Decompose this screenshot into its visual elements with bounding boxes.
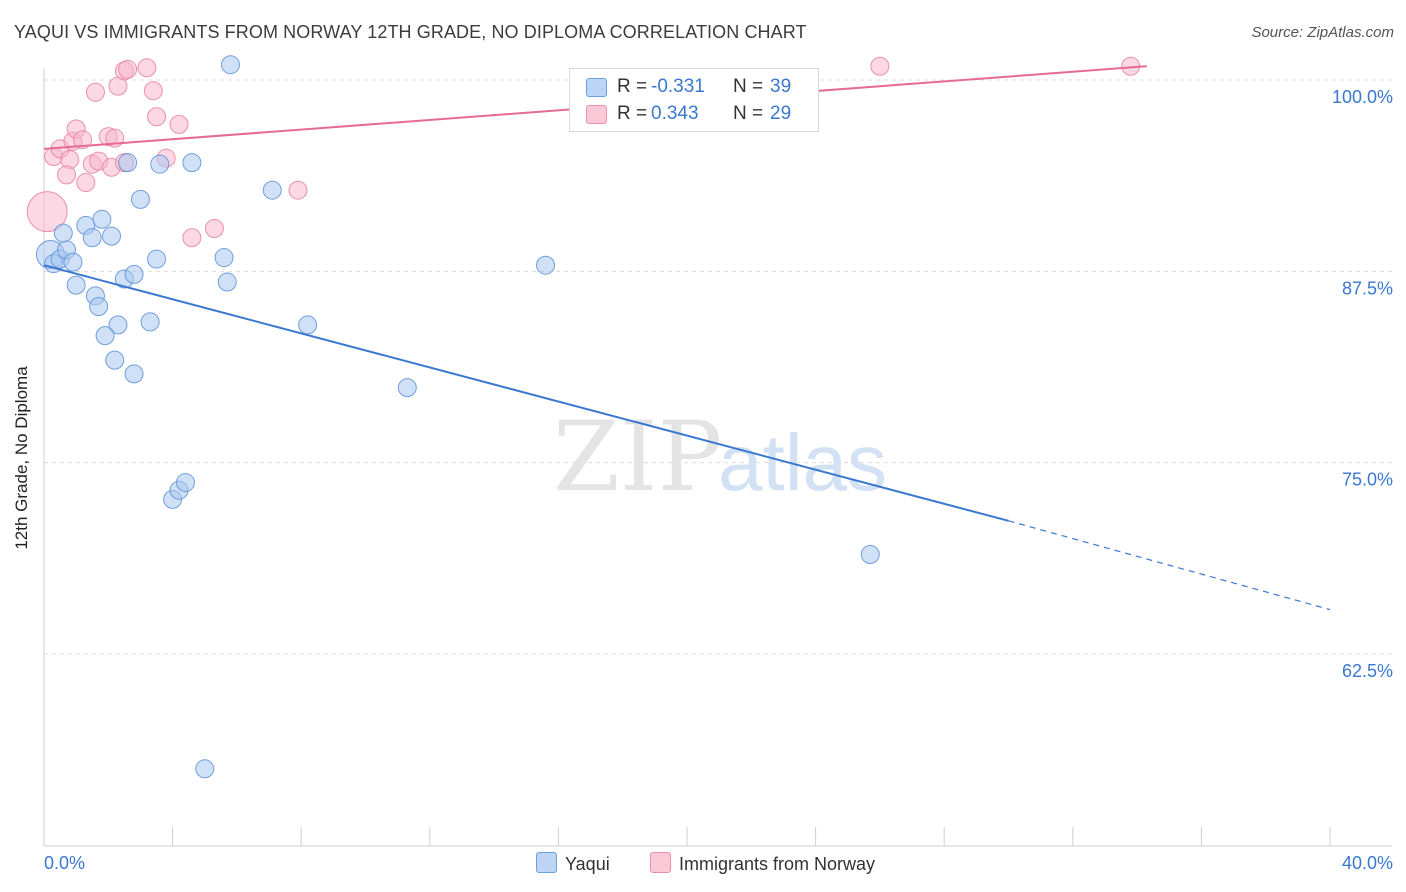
stats-row-norway: R = 0.343 N = 29 bbox=[570, 101, 818, 127]
trend-layer bbox=[43, 65, 1331, 611]
trend-line-dashed bbox=[1008, 520, 1331, 611]
y-tick-label: 75.0% bbox=[1342, 470, 1393, 490]
yaqui-point bbox=[150, 154, 170, 174]
norway-point bbox=[73, 130, 93, 150]
yaqui-point bbox=[147, 249, 167, 269]
points-layer bbox=[26, 55, 1141, 779]
norway-point bbox=[143, 81, 163, 101]
yaqui-point bbox=[82, 228, 102, 248]
yaqui-point bbox=[536, 255, 556, 275]
norway-point bbox=[288, 180, 308, 200]
legend-label-norway: Immigrants from Norway bbox=[679, 854, 876, 874]
yaqui-point bbox=[118, 153, 138, 173]
stats-legend: R = -0.331 N = 39 R = 0.343 N = 29 bbox=[569, 68, 819, 132]
yaqui-point bbox=[220, 55, 240, 75]
yaqui-point bbox=[130, 189, 150, 209]
y-tick-label: 100.0% bbox=[1332, 87, 1393, 107]
norway-point bbox=[26, 191, 68, 233]
yaqui-point bbox=[92, 209, 112, 229]
yaqui-point bbox=[298, 315, 318, 335]
yaqui-swatch bbox=[586, 78, 607, 97]
axis-layer bbox=[43, 68, 1392, 847]
norway-swatch bbox=[586, 105, 607, 124]
legend-label-yaqui: Yaqui bbox=[565, 854, 610, 874]
yaqui-point bbox=[63, 252, 83, 272]
norway-point bbox=[204, 218, 224, 238]
r-value-norway: 0.343 bbox=[651, 103, 699, 124]
norway-point bbox=[870, 56, 890, 76]
trend-line-solid bbox=[43, 264, 1009, 522]
yaqui-legend-swatch bbox=[536, 852, 557, 873]
yaqui-point bbox=[105, 350, 125, 370]
yaqui-point bbox=[175, 473, 195, 493]
grid-layer bbox=[44, 79, 1392, 655]
yaqui-point bbox=[95, 326, 115, 346]
yaqui-point bbox=[108, 315, 128, 335]
yaqui-point bbox=[124, 364, 144, 384]
yaqui-point bbox=[140, 312, 160, 332]
yaqui-point bbox=[124, 264, 144, 284]
r-label: R = bbox=[617, 103, 648, 124]
norway-point bbox=[118, 59, 138, 79]
norway-point bbox=[147, 107, 167, 127]
tick-label-layer: 100.0% 87.5% 75.0% 62.5% 0.0% 40.0% bbox=[44, 87, 1393, 873]
norway-point bbox=[85, 82, 105, 102]
yaqui-point bbox=[860, 545, 880, 565]
yaqui-point bbox=[182, 153, 202, 173]
y-tick-label: 62.5% bbox=[1342, 661, 1393, 681]
chart-title: YAQUI VS IMMIGRANTS FROM NORWAY 12TH GRA… bbox=[14, 22, 807, 42]
yaqui-point bbox=[89, 297, 109, 317]
source-label: Source: ZipAtlas.com bbox=[1251, 24, 1394, 41]
norway-point bbox=[137, 58, 157, 78]
norway-legend-swatch bbox=[650, 852, 671, 873]
norway-point bbox=[76, 173, 96, 193]
yaqui-point bbox=[102, 226, 122, 246]
norway-point bbox=[182, 228, 202, 248]
legend-item-yaqui[interactable]: Yaqui bbox=[536, 852, 610, 875]
y-tick-label: 87.5% bbox=[1342, 278, 1393, 298]
norway-point bbox=[57, 165, 77, 185]
norway-point bbox=[169, 114, 189, 134]
yaqui-point bbox=[214, 248, 234, 268]
legend-item-norway[interactable]: Immigrants from Norway bbox=[650, 852, 875, 875]
n-label: N = bbox=[733, 103, 764, 124]
watermark-atlas: atlas bbox=[718, 418, 887, 507]
watermark: ZIP atlas bbox=[553, 401, 887, 513]
yaqui-point bbox=[195, 759, 215, 779]
n-value-yaqui: 39 bbox=[770, 76, 792, 97]
r-label: R = bbox=[617, 76, 648, 97]
yaqui-point bbox=[262, 180, 282, 200]
x-tick-label-max: 40.0% bbox=[1342, 853, 1393, 873]
yaqui-point bbox=[397, 378, 417, 398]
r-value-yaqui: -0.331 bbox=[651, 76, 705, 97]
yaqui-point bbox=[217, 272, 237, 292]
norway-point bbox=[60, 150, 80, 170]
yaqui-point bbox=[66, 275, 86, 295]
n-value-norway: 29 bbox=[770, 103, 792, 124]
yaqui-point bbox=[53, 223, 73, 243]
x-tick-label-min: 0.0% bbox=[44, 853, 85, 873]
watermark-zip: ZIP bbox=[553, 401, 722, 513]
stats-row-yaqui: R = -0.331 N = 39 bbox=[570, 74, 818, 100]
n-label: N = bbox=[733, 76, 764, 97]
